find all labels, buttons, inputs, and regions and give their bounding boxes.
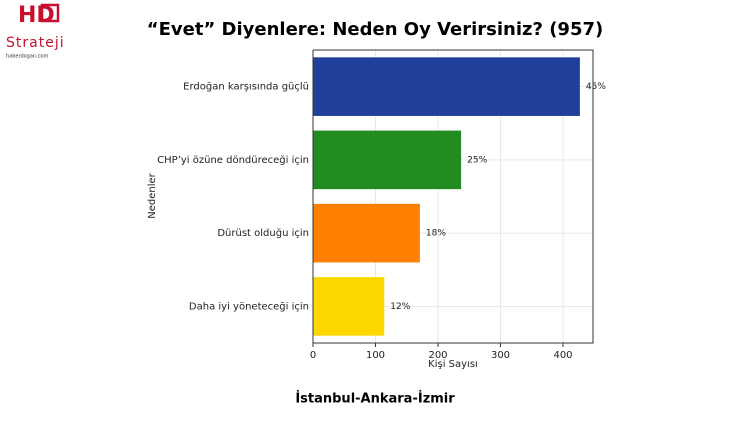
logo-name: Strateji bbox=[6, 35, 65, 51]
x-tick-label: 400 bbox=[553, 350, 572, 361]
bar-label: 12% bbox=[390, 302, 410, 312]
bar-label: 25% bbox=[467, 155, 487, 165]
y-tick-label: CHP’yi özüne döndüreceği için bbox=[157, 154, 309, 166]
x-tick-label: 0 bbox=[310, 350, 316, 361]
logo-mark: HD bbox=[18, 3, 55, 28]
footer: İstanbul-Ankara-İzmir bbox=[295, 391, 455, 407]
bar bbox=[313, 277, 385, 336]
y-tick-label: Dürüst olduğu için bbox=[217, 227, 309, 239]
x-axis-label: Kişi Sayısı bbox=[428, 359, 478, 370]
bar bbox=[313, 130, 462, 190]
bar bbox=[313, 203, 420, 263]
y-axis-label: Nedenler bbox=[147, 172, 158, 218]
bar-label: 18% bbox=[426, 229, 446, 239]
bar-label: 45% bbox=[586, 82, 606, 92]
x-tick-label: 200 bbox=[428, 350, 447, 361]
logo-icon bbox=[40, 3, 60, 23]
chart-title: “Evet” Diyenlere: Neden Oy Verirsiniz? (… bbox=[147, 19, 603, 40]
y-tick-label: Erdoğan karşısında güçlü bbox=[183, 81, 309, 93]
logo-site: haberdogan.com bbox=[6, 54, 48, 60]
bar bbox=[313, 57, 580, 116]
x-tick-label: 100 bbox=[366, 350, 385, 361]
x-tick-label: 300 bbox=[491, 350, 510, 361]
y-tick-label: Daha iyi yöneteceği için bbox=[189, 300, 309, 312]
axis-frame bbox=[312, 49, 594, 344]
